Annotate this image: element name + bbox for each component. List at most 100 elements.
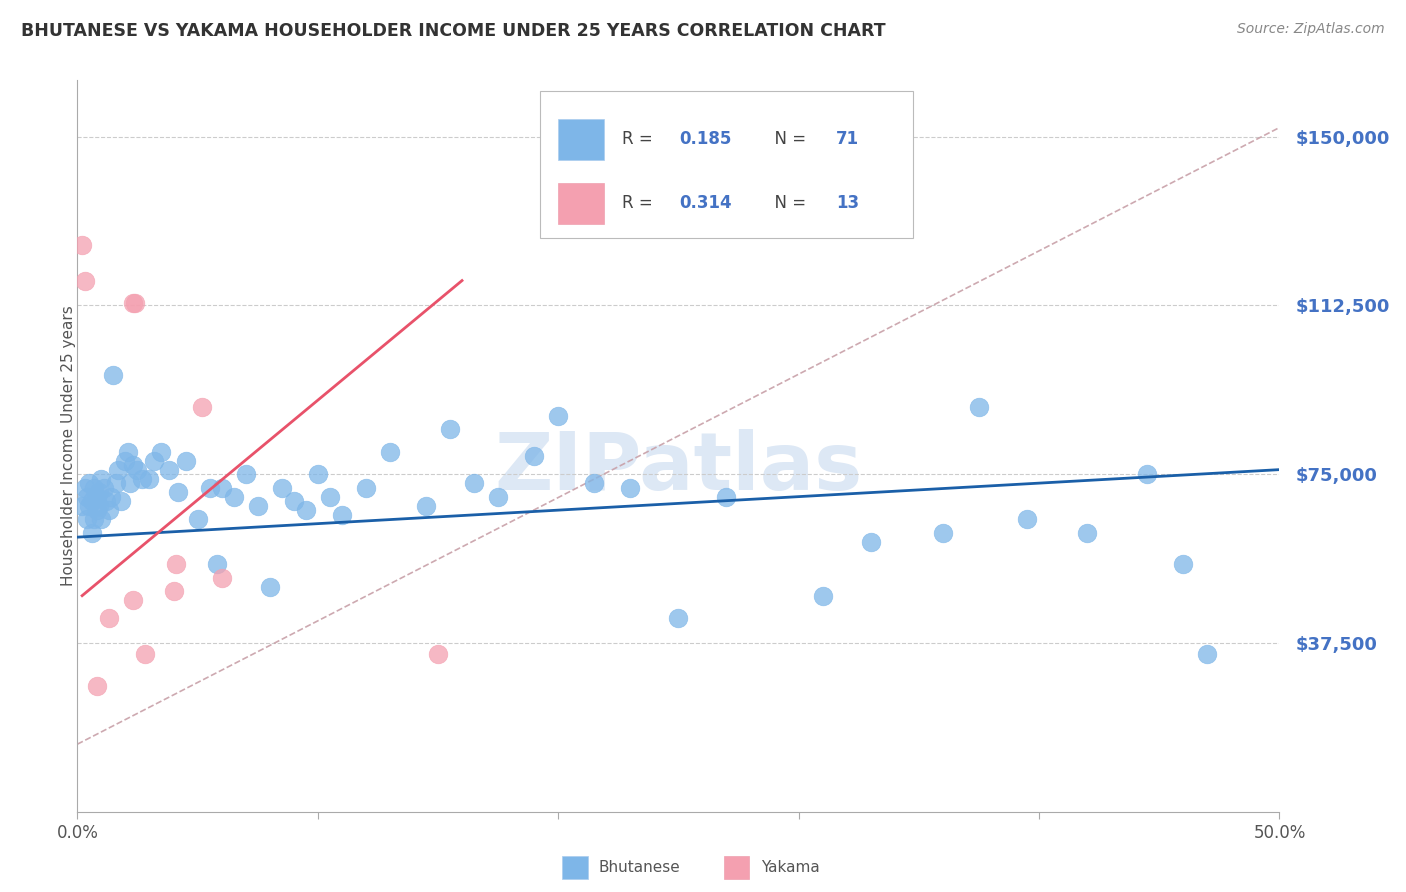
Point (427, 647, 450, 661)
Point (87, 499, 110, 513)
Point (97, 611, 120, 625)
Text: 71: 71 (837, 130, 859, 148)
Point (120, 476, 142, 491)
Point (73, 274, 96, 288)
Point (165, 557, 187, 571)
Point (157, 462, 180, 476)
Point (186, 512, 209, 526)
Point (143, 453, 166, 467)
Point (211, 481, 233, 495)
Point (439, 422, 461, 436)
Point (138, 472, 160, 486)
Point (283, 494, 305, 508)
Point (73, 481, 96, 495)
Point (246, 499, 269, 513)
Point (96, 494, 118, 508)
Text: BHUTANESE VS YAKAMA HOUSEHOLDER INCOME UNDER 25 YEARS CORRELATION CHART: BHUTANESE VS YAKAMA HOUSEHOLDER INCOME U… (21, 22, 886, 40)
Point (523, 449, 546, 463)
Text: Bhutanese: Bhutanese (599, 861, 681, 875)
Point (211, 571, 233, 585)
Point (117, 444, 139, 458)
Point (547, 409, 569, 423)
FancyBboxPatch shape (558, 119, 603, 160)
Point (103, 368, 125, 383)
Point (174, 453, 197, 467)
Point (97, 503, 120, 517)
Point (124, 296, 146, 310)
Point (463, 476, 485, 491)
Point (86, 490, 108, 504)
Point (79, 476, 101, 491)
Text: 0.185: 0.185 (679, 130, 733, 148)
Point (811, 589, 834, 603)
Text: R =: R = (621, 194, 658, 212)
Point (191, 400, 214, 414)
Point (110, 494, 132, 508)
Point (93, 481, 115, 495)
Point (307, 467, 329, 482)
Point (107, 462, 129, 476)
Point (198, 481, 221, 495)
Point (319, 490, 342, 504)
Point (486, 490, 509, 504)
Point (134, 647, 156, 661)
Point (121, 593, 143, 607)
Point (205, 557, 228, 571)
Point (86, 679, 108, 693)
Point (330, 508, 353, 522)
Point (583, 476, 606, 491)
Point (1136, 467, 1159, 482)
Point (1197, 647, 1219, 661)
Point (86, 503, 108, 517)
Point (87, 485, 110, 500)
FancyBboxPatch shape (558, 183, 603, 224)
Text: 13: 13 (837, 194, 859, 212)
Point (150, 444, 173, 458)
Point (70, 499, 93, 513)
Text: N =: N = (763, 194, 811, 212)
Point (76, 512, 98, 526)
Point (90, 472, 112, 486)
Point (270, 481, 292, 495)
Point (668, 611, 690, 625)
Point (80, 494, 103, 508)
Point (259, 580, 281, 594)
Point (354, 481, 377, 495)
Point (1076, 525, 1098, 540)
Text: N =: N = (763, 130, 811, 148)
Point (90, 512, 112, 526)
Text: Source: ZipAtlas.com: Source: ZipAtlas.com (1237, 22, 1385, 37)
Y-axis label: Householder Income Under 25 years: Householder Income Under 25 years (62, 306, 76, 586)
Text: Yakama: Yakama (761, 861, 820, 875)
Text: ZIPatlas: ZIPatlas (495, 429, 862, 507)
Point (104, 476, 127, 491)
Point (79, 499, 101, 513)
Point (100, 490, 122, 504)
Point (121, 458, 143, 472)
Point (114, 453, 136, 467)
Text: R =: R = (621, 130, 658, 148)
Point (294, 503, 316, 517)
Point (415, 499, 437, 513)
Point (222, 490, 245, 504)
Point (967, 400, 990, 414)
Point (83, 512, 105, 526)
Point (1173, 557, 1195, 571)
Point (716, 490, 738, 504)
Point (80, 525, 103, 540)
Point (859, 534, 882, 549)
Point (1015, 512, 1038, 526)
Point (167, 485, 190, 500)
Point (127, 462, 149, 476)
FancyBboxPatch shape (540, 91, 912, 237)
Text: 0.314: 0.314 (679, 194, 733, 212)
Point (619, 481, 641, 495)
Point (162, 584, 184, 599)
Point (70, 237, 93, 252)
Point (121, 296, 143, 310)
Point (83, 481, 105, 495)
Point (131, 472, 153, 486)
Point (76, 490, 98, 504)
Point (235, 467, 257, 482)
Point (932, 525, 955, 540)
